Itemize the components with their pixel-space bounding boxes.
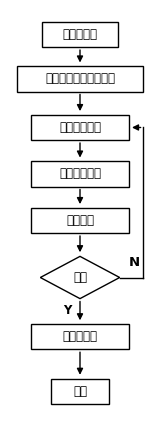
Text: 建立正常驾驶眼部模型: 建立正常驾驶眼部模型 <box>45 73 115 85</box>
Text: 警报及措施: 警报及措施 <box>63 330 97 343</box>
Text: 眼部状态检测: 眼部状态检测 <box>59 121 101 134</box>
FancyBboxPatch shape <box>31 324 129 349</box>
FancyBboxPatch shape <box>31 208 129 233</box>
Text: 眼部状态判断: 眼部状态判断 <box>59 167 101 181</box>
Text: 疲劳分析: 疲劳分析 <box>66 214 94 227</box>
FancyBboxPatch shape <box>52 379 108 404</box>
Text: 结束: 结束 <box>73 385 87 398</box>
Text: Y: Y <box>63 304 72 318</box>
FancyBboxPatch shape <box>31 161 129 187</box>
Text: 系统初始化: 系统初始化 <box>63 28 97 41</box>
Text: 疲劳: 疲劳 <box>73 271 87 284</box>
Polygon shape <box>40 257 120 298</box>
FancyBboxPatch shape <box>16 66 144 92</box>
FancyBboxPatch shape <box>42 22 118 47</box>
FancyBboxPatch shape <box>31 115 129 140</box>
Text: N: N <box>129 256 140 269</box>
